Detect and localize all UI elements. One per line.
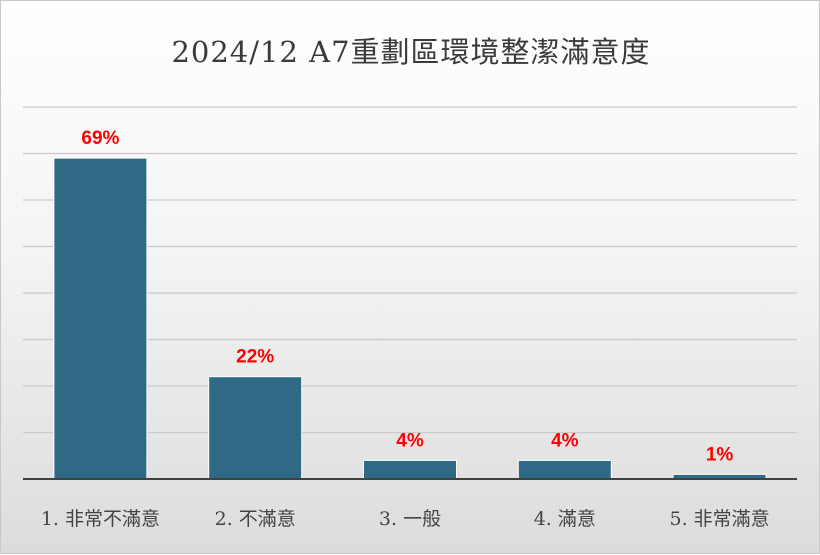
x-tick-label: 5. 非常滿意 (670, 508, 770, 530)
chart-title: 2024/12 A7重劃區環境整潔滿意度 (171, 35, 651, 69)
bar (363, 459, 457, 480)
data-label: 69% (81, 128, 119, 149)
bar (208, 376, 303, 480)
x-tick-label: 4. 滿意 (534, 508, 596, 530)
bar (53, 157, 148, 480)
x-tick-label: 1. 非常不滿意 (41, 508, 160, 530)
x-tick-label: 3. 一般 (379, 508, 441, 530)
x-tick-label: 2. 不滿意 (215, 508, 296, 530)
data-label: 4% (396, 430, 424, 451)
data-label: 22% (236, 347, 274, 368)
data-label: 4% (551, 430, 579, 451)
data-label: 1% (706, 444, 734, 465)
bar (517, 459, 612, 480)
